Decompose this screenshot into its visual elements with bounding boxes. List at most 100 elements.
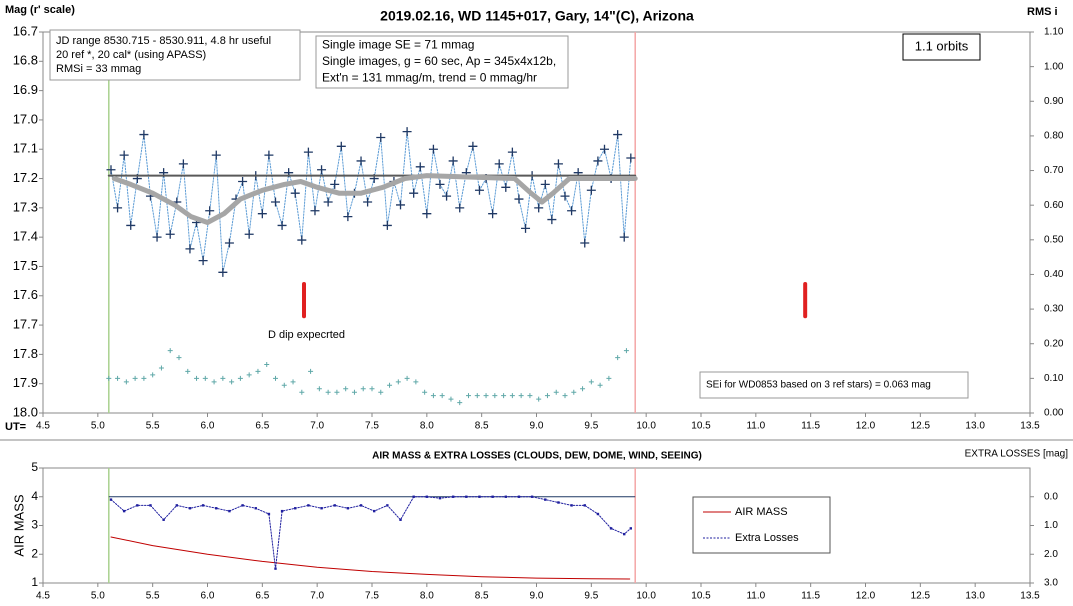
- data-point: [325, 389, 331, 395]
- x-tick-label: 9.0: [530, 591, 544, 602]
- y2-tick-label: 0.50: [1044, 234, 1064, 245]
- note-box: [902, 33, 981, 61]
- data-point: [402, 127, 412, 137]
- y-tick-label: 17.9: [13, 375, 38, 390]
- data-point: [387, 382, 393, 388]
- x-tick-label: 9.5: [584, 591, 598, 602]
- data-point: [588, 379, 594, 385]
- data-point: [150, 372, 156, 378]
- data-point: [553, 159, 563, 169]
- data-point: [115, 375, 121, 381]
- x-tick-label: 5.5: [146, 421, 160, 432]
- data-point: [176, 355, 182, 361]
- data-point: [185, 244, 195, 254]
- x-tick-label: 10.5: [691, 421, 711, 432]
- data-point: [139, 130, 149, 140]
- y2-tick-label: 2.0: [1044, 549, 1058, 560]
- y2-tick-label: 0.00: [1044, 408, 1064, 419]
- y-tick-label: 17.4: [13, 229, 38, 244]
- y-tick-label: 17.7: [13, 317, 38, 332]
- legend-label: AIR MASS: [735, 506, 788, 518]
- data-point: [132, 375, 138, 381]
- data-point: [277, 220, 287, 230]
- data-point: [218, 267, 228, 277]
- y-tick-label: 5: [31, 460, 38, 474]
- data-point: [281, 382, 287, 388]
- x-tick-label: 5.5: [146, 591, 160, 602]
- x-tick-label: 7.5: [365, 421, 379, 432]
- data-point: [442, 191, 452, 201]
- x-tick-label: 7.0: [310, 421, 324, 432]
- data-point: [202, 375, 208, 381]
- x-tick-label: 8.0: [420, 421, 434, 432]
- y2-tick-label: 0.60: [1044, 200, 1064, 211]
- data-point: [501, 393, 507, 399]
- note-text: SEi for WD0853 based on 3 ref stars) = 0…: [706, 380, 931, 391]
- data-point: [211, 379, 217, 385]
- data-point: [316, 386, 322, 392]
- x-axis-title: UT=: [5, 421, 26, 433]
- data-point: [544, 393, 550, 399]
- data-point: [167, 348, 173, 354]
- series-line: [110, 536, 631, 580]
- x-tick-label: 10.0: [636, 421, 656, 432]
- data-point: [413, 379, 419, 385]
- y-axis-title: Mag (r' scale): [5, 4, 75, 16]
- data-point: [246, 372, 252, 378]
- data-point: [404, 375, 410, 381]
- x-tick-label: 8.5: [475, 421, 489, 432]
- data-point: [141, 375, 147, 381]
- x-tick-label: 13.0: [965, 421, 985, 432]
- y2-tick-label: 0.90: [1044, 96, 1064, 107]
- data-point: [455, 203, 465, 213]
- x-tick-label: 5.0: [91, 421, 105, 432]
- data-point: [409, 188, 419, 198]
- data-point: [599, 144, 609, 154]
- x-tick-label: 11.5: [801, 591, 820, 602]
- data-point: [238, 176, 248, 186]
- data-point: [483, 393, 489, 399]
- x-tick-label: 6.0: [201, 421, 215, 432]
- data-point: [626, 153, 636, 163]
- y-tick-label: 16.7: [13, 23, 38, 38]
- data-point: [369, 386, 375, 392]
- data-point: [303, 147, 313, 157]
- note-text: RMSi = 33 mmag: [56, 63, 141, 75]
- data-point: [547, 215, 557, 225]
- x-tick-label: 8.0: [420, 591, 434, 602]
- x-tick-label: 4.5: [36, 421, 50, 432]
- data-point: [270, 197, 280, 207]
- data-point: [521, 223, 531, 233]
- data-point: [415, 162, 425, 172]
- data-point: [123, 379, 129, 385]
- data-point: [106, 375, 112, 381]
- note-text: 1.1 orbits: [915, 38, 969, 53]
- data-point: [126, 220, 136, 230]
- data-point: [597, 382, 603, 388]
- data-point: [343, 212, 353, 222]
- note-text: Single image SE = 71 mmag: [322, 38, 474, 52]
- data-point: [619, 232, 629, 242]
- legend-label: Extra Losses: [735, 532, 799, 544]
- series-line: [111, 173, 638, 225]
- x-tick-label: 11.0: [746, 591, 765, 602]
- x-tick-label: 7.0: [310, 591, 324, 602]
- y-tick-label: 16.8: [13, 53, 38, 68]
- y2-axis-title: EXTRA LOSSES [mag]: [965, 449, 1069, 460]
- data-point: [560, 191, 570, 201]
- x-tick-label: 9.5: [584, 421, 598, 432]
- data-point: [422, 209, 432, 219]
- y-tick-label: 4: [31, 489, 38, 503]
- data-point: [518, 393, 524, 399]
- data-point: [237, 375, 243, 381]
- x-tick-label: 9.0: [530, 421, 544, 432]
- data-point: [290, 188, 300, 198]
- data-point: [178, 159, 188, 169]
- x-tick-label: 6.5: [255, 421, 269, 432]
- note-text: Single images, g = 60 sec, Ap = 345x4x12…: [322, 54, 556, 68]
- x-tick-label: 11.5: [801, 421, 820, 432]
- data-point: [360, 386, 366, 392]
- data-point: [211, 150, 221, 160]
- data-point: [363, 197, 373, 207]
- data-point: [448, 396, 454, 402]
